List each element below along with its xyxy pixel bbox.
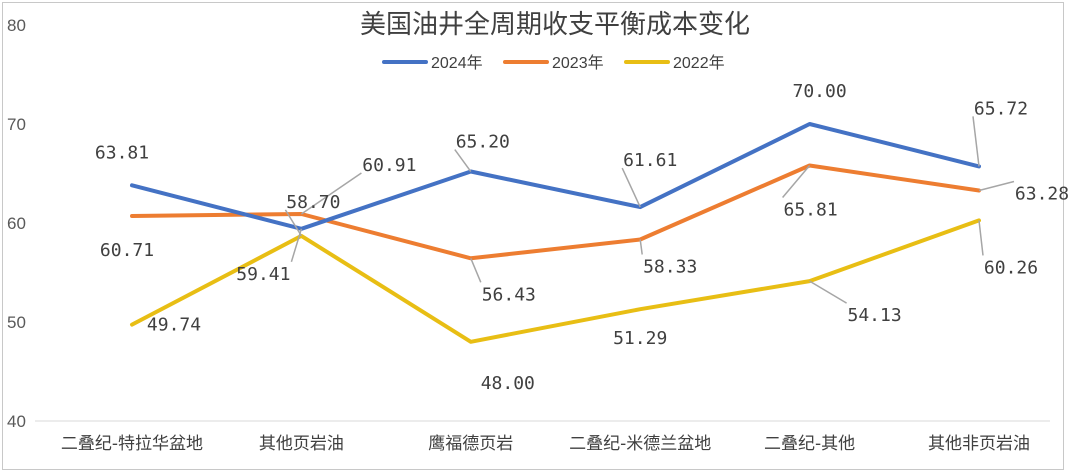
leader-line bbox=[972, 116, 980, 167]
y-tick-label: 80 bbox=[7, 16, 26, 35]
leader-line bbox=[300, 172, 362, 215]
x-category-label: 二叠纪-特拉华盆地 bbox=[61, 434, 203, 454]
x-axis: 二叠纪-特拉华盆地 其他页岩油 鹰福德页岩 二叠纪-米德兰盆地 二叠纪-其他 其他非页岩油 bbox=[61, 434, 1030, 454]
data-label: 58.33 bbox=[643, 257, 697, 278]
series-line bbox=[130, 122, 981, 231]
data-label: 60.91 bbox=[362, 155, 416, 176]
leader-line bbox=[470, 258, 482, 283]
data-label: 48.00 bbox=[481, 373, 535, 394]
series-line bbox=[130, 163, 981, 261]
data-labels: 63.81 59.41 65.20 61.61 70.00 65.72 60.71 60.91… bbox=[95, 81, 1068, 394]
data-label: 65.81 bbox=[784, 199, 838, 220]
data-label: 56.43 bbox=[482, 284, 536, 305]
data-label: 63.28 bbox=[1015, 184, 1068, 205]
data-label: 60.26 bbox=[984, 257, 1038, 278]
leader-line bbox=[639, 239, 643, 255]
leader-lines bbox=[284, 116, 1015, 304]
x-category-label: 鹰福德页岩 bbox=[428, 434, 513, 454]
leader-line bbox=[284, 209, 303, 237]
data-label: 60.71 bbox=[100, 240, 154, 261]
leader-line bbox=[621, 167, 641, 208]
y-tick-label: 40 bbox=[7, 412, 26, 431]
series-lines bbox=[130, 122, 981, 344]
data-label: 63.81 bbox=[95, 142, 149, 163]
x-category-label: 其他页岩油 bbox=[259, 434, 344, 454]
data-label: 51.29 bbox=[613, 328, 667, 349]
legend: 2024年 2023年 2022年 bbox=[382, 54, 725, 72]
x-category-label: 其他非页岩油 bbox=[928, 434, 1030, 454]
leader-line bbox=[978, 180, 1015, 192]
series-line bbox=[130, 218, 981, 344]
y-tick-label: 70 bbox=[7, 115, 26, 134]
y-tick-label: 60 bbox=[7, 214, 26, 233]
leader-line bbox=[782, 164, 811, 198]
legend-label: 2022年 bbox=[673, 54, 725, 72]
leader-line bbox=[454, 149, 472, 172]
legend-label: 2024年 bbox=[431, 54, 483, 72]
x-category-label: 二叠纪-其他 bbox=[764, 434, 855, 454]
data-label: 70.00 bbox=[793, 81, 847, 102]
legend-label: 2023年 bbox=[552, 54, 604, 72]
leader-line bbox=[809, 280, 847, 304]
data-label: 58.70 bbox=[286, 192, 340, 213]
x-category-label: 二叠纪-米德兰盆地 bbox=[569, 434, 711, 454]
data-label: 65.72 bbox=[974, 98, 1028, 119]
data-label: 59.41 bbox=[236, 264, 290, 285]
y-tick-label: 50 bbox=[7, 313, 26, 332]
y-axis: 40 50 60 70 80 bbox=[7, 16, 26, 431]
data-label: 65.20 bbox=[456, 132, 510, 153]
leader-line bbox=[978, 220, 984, 256]
chart-title: 美国油井全周期收支平衡成本变化 bbox=[360, 10, 750, 40]
data-label: 54.13 bbox=[848, 305, 902, 326]
data-label: 49.74 bbox=[147, 315, 201, 336]
data-label: 61.61 bbox=[623, 150, 677, 171]
